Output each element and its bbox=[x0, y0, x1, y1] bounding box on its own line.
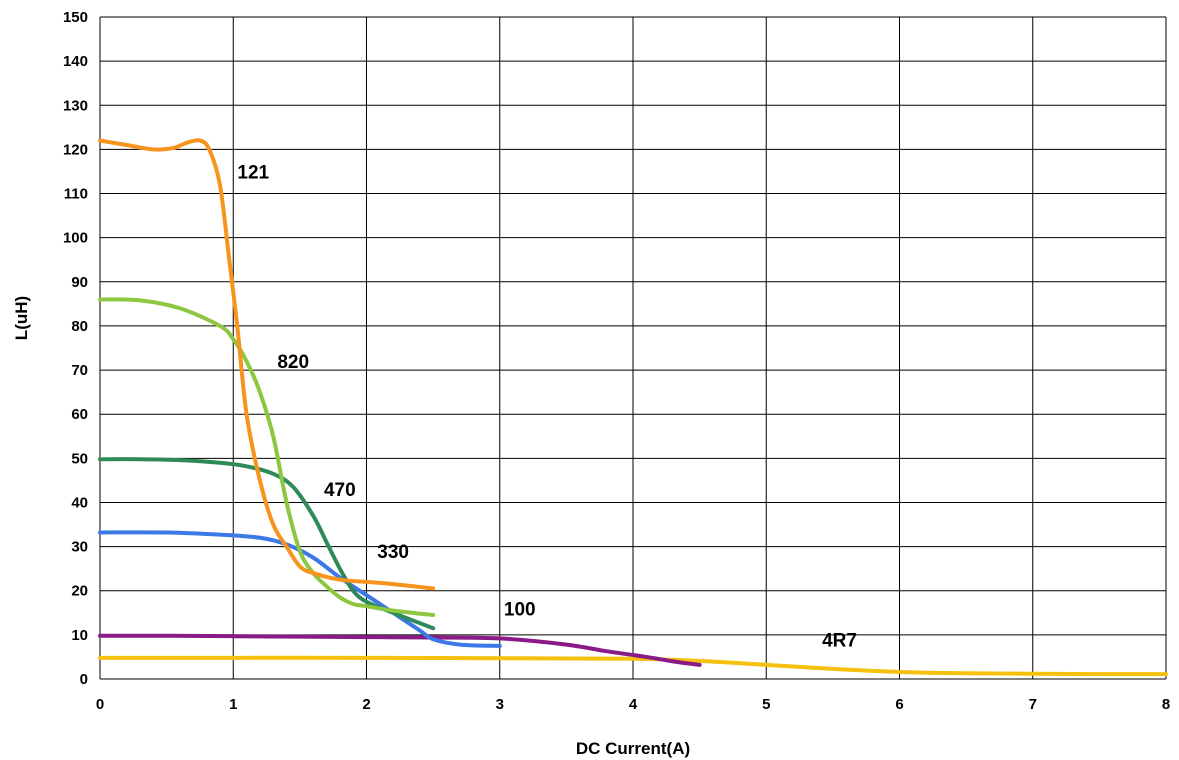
x-axis-title: DC Current(A) bbox=[576, 739, 690, 758]
series-label-470: 470 bbox=[324, 480, 356, 501]
y-tick-label: 30 bbox=[71, 539, 88, 556]
series-label-330: 330 bbox=[377, 542, 409, 563]
x-tick-label: 6 bbox=[895, 696, 903, 713]
y-tick-label: 10 bbox=[71, 627, 88, 644]
series-line-820 bbox=[98, 297, 436, 618]
x-tick-label: 4 bbox=[629, 696, 638, 713]
x-tick-label: 0 bbox=[96, 696, 104, 713]
y-tick-label: 50 bbox=[71, 450, 88, 467]
y-tick-label: 110 bbox=[64, 186, 88, 203]
x-tick-label: 5 bbox=[762, 696, 770, 713]
series-labels: 121 820 470 330 100 4R7 bbox=[237, 162, 857, 651]
y-tick-label: 100 bbox=[63, 230, 88, 247]
x-tick-label: 8 bbox=[1162, 696, 1170, 713]
y-tick-label: 150 bbox=[63, 9, 88, 26]
y-tick-label: 60 bbox=[71, 406, 88, 423]
y-tick-label: 140 bbox=[63, 53, 88, 70]
series-line-100 bbox=[98, 633, 702, 667]
series-lines bbox=[98, 138, 1168, 677]
series-line-121 bbox=[98, 138, 436, 591]
x-tick-label: 7 bbox=[1029, 696, 1037, 713]
grid bbox=[99, 16, 1167, 680]
y-tick-label: 70 bbox=[71, 362, 88, 379]
y-axis-ticks: 0 10 20 30 40 50 60 70 80 90 100 110 120 130 140 150 bbox=[63, 9, 88, 688]
y-tick-label: 90 bbox=[71, 274, 88, 291]
y-tick-label: 0 bbox=[80, 671, 88, 688]
series-line-470 bbox=[98, 457, 436, 631]
series-label-820: 820 bbox=[277, 352, 309, 373]
series-label-121: 121 bbox=[237, 162, 269, 183]
y-tick-label: 80 bbox=[71, 318, 88, 335]
series-line-4R7 bbox=[98, 655, 1168, 677]
y-tick-label: 120 bbox=[63, 141, 88, 158]
series-line-330 bbox=[98, 530, 502, 648]
y-axis-title: L(uH) bbox=[12, 296, 31, 340]
y-tick-label: 130 bbox=[63, 97, 88, 114]
series-label-4R7: 4R7 bbox=[822, 630, 857, 651]
x-tick-label: 1 bbox=[229, 696, 237, 713]
y-tick-label: 20 bbox=[71, 583, 88, 600]
y-tick-label: 40 bbox=[71, 494, 88, 511]
series-label-100: 100 bbox=[504, 599, 536, 620]
x-axis-ticks: 0 1 2 3 4 5 6 7 8 bbox=[96, 696, 1170, 713]
x-tick-label: 3 bbox=[496, 696, 504, 713]
x-tick-label: 2 bbox=[362, 696, 370, 713]
